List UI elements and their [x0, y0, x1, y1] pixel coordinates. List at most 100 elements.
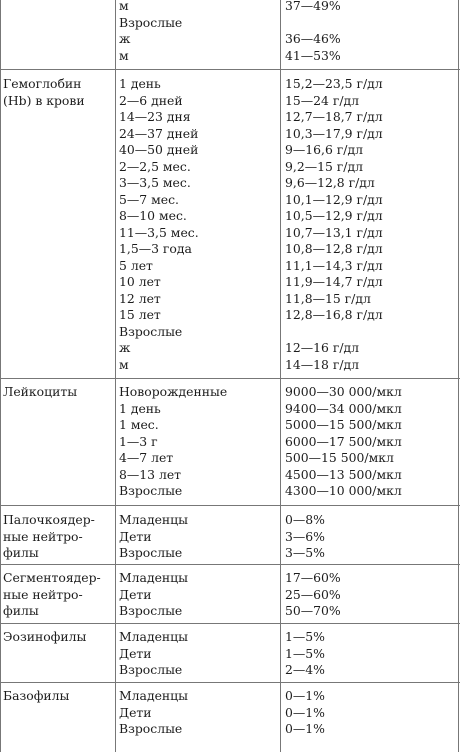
- age-group: 10 лет: [119, 274, 161, 289]
- column-divider: [280, 0, 281, 752]
- age-group: Младенцы: [119, 688, 188, 703]
- reference-value: 0—1%: [285, 721, 325, 736]
- age-group: Взрослые: [119, 721, 183, 736]
- row-divider: [0, 378, 460, 379]
- reference-value: 0—1%: [285, 688, 325, 703]
- age-group: 1 мес.: [119, 417, 159, 432]
- reference-value: 9400—34 000/мкл: [285, 400, 402, 416]
- parameter-name: филы: [3, 545, 39, 560]
- reference-value: 10,8—12,8 г/дл: [285, 241, 383, 256]
- age-group: Младенцы: [119, 512, 188, 527]
- reference-value: 17—60%: [285, 570, 341, 585]
- parameter-name: филы: [3, 603, 39, 618]
- row-divider: [0, 505, 460, 506]
- reference-value: 9,6—12,8 г/дл: [285, 175, 375, 190]
- parameter-name: Палочкоядер-: [3, 512, 95, 527]
- age-group: Взрослые: [119, 14, 183, 30]
- reference-value: 5000—15 500/мкл: [285, 417, 402, 432]
- reference-value: 1—5%: [285, 645, 325, 661]
- age-group: 5 лет: [119, 257, 153, 273]
- age-group: Взрослые: [119, 323, 183, 339]
- reference-value: 12—16 г/дл: [285, 340, 360, 355]
- parameter-name: Гемоглобин: [3, 76, 82, 91]
- age-group: 11—3,5 мес.: [119, 224, 199, 240]
- age-group: Младенцы: [119, 629, 188, 644]
- age-group: Дети: [119, 704, 152, 720]
- reference-value: 0—8%: [285, 512, 325, 527]
- reference-value: 9,2—15 г/дл: [285, 158, 363, 174]
- reference-value: 12,8—16,8 г/дл: [285, 307, 383, 322]
- age-group: м: [119, 47, 129, 63]
- reference-value: 3—5%: [285, 545, 325, 560]
- reference-value: 11,1—14,3 г/дл: [285, 257, 383, 273]
- age-group: 40—50 дней: [119, 142, 199, 157]
- parameter-name: Сегментоядер-: [3, 570, 101, 585]
- age-group: Дети: [119, 586, 152, 602]
- age-group: 15 лет: [119, 307, 161, 322]
- reference-value: 9—16,6 г/дл: [285, 142, 363, 157]
- age-group: 4—7 лет: [119, 450, 174, 465]
- reference-value: 41—53%: [285, 47, 341, 63]
- reference-value: 4300—10 000/мкл: [285, 483, 402, 498]
- row-divider: [0, 623, 460, 624]
- reference-value: 25—60%: [285, 586, 341, 602]
- age-group: 1—3 г: [119, 433, 158, 449]
- age-group: 1,5—3 года: [119, 241, 192, 256]
- column-divider: [458, 0, 459, 752]
- age-group: Взрослые: [119, 662, 183, 677]
- reference-value: 15,2—23,5 г/дл: [285, 76, 383, 91]
- age-group: Новорожденные: [119, 384, 228, 399]
- age-group: м: [119, 356, 129, 372]
- age-group: 1 день: [119, 400, 161, 416]
- age-group: 14—23 дня: [119, 109, 191, 124]
- row-divider: [0, 682, 460, 683]
- reference-value: 1—5%: [285, 629, 325, 644]
- reference-value: 500—15 500/мкл: [285, 450, 394, 465]
- age-group: 8—13 лет: [119, 466, 182, 482]
- age-group: 24—37 дней: [119, 125, 199, 141]
- age-group: 8—10 мес.: [119, 208, 187, 223]
- reference-value: 0—1%: [285, 704, 325, 720]
- age-group: 5—7 мес.: [119, 191, 179, 207]
- reference-value: 10,5—12,9 г/дл: [285, 208, 383, 223]
- parameter-name: Эозинофилы: [3, 629, 87, 644]
- age-group: 12 лет: [119, 290, 161, 306]
- age-group: 2—6 дней: [119, 92, 183, 108]
- age-group: ж: [119, 340, 131, 355]
- reference-value: 10,3—17,9 г/дл: [285, 125, 383, 141]
- reference-value: 10,7—13,1 г/дл: [285, 224, 383, 240]
- age-group: Взрослые: [119, 545, 183, 560]
- age-group: Дети: [119, 645, 152, 661]
- column-divider: [115, 0, 116, 752]
- reference-value: 3—6%: [285, 528, 325, 544]
- reference-value: 14—18 г/дл: [285, 356, 360, 372]
- parameter-name: Лейкоциты: [3, 384, 78, 399]
- reference-value: 50—70%: [285, 603, 341, 618]
- reference-value: 15—24 г/дл: [285, 92, 360, 108]
- age-group: 1 день: [119, 76, 161, 91]
- age-group: ж: [119, 31, 131, 46]
- age-group: м: [119, 0, 129, 13]
- age-group: 3—3,5 мес.: [119, 175, 191, 190]
- age-group: Взрослые: [119, 483, 183, 498]
- reference-value: 12,7—18,7 г/дл: [285, 109, 383, 124]
- parameter-name: ные нейтро-: [3, 586, 83, 602]
- age-group: Младенцы: [119, 570, 188, 585]
- parameter-name: (Hb) в крови: [3, 92, 85, 108]
- parameter-name: Базофилы: [3, 688, 70, 703]
- reference-value: 11,8—15 г/дл: [285, 290, 371, 306]
- reference-value: 37—49%: [285, 0, 341, 13]
- age-group: 2—2,5 мес.: [119, 158, 191, 174]
- column-divider: [0, 0, 1, 752]
- age-group: Дети: [119, 528, 152, 544]
- row-divider: [0, 69, 460, 70]
- reference-value: 4500—13 500/мкл: [285, 466, 402, 482]
- row-divider: [0, 564, 460, 565]
- reference-value: 9000—30 000/мкл: [285, 384, 402, 399]
- parameter-name: ные нейтро-: [3, 528, 83, 544]
- reference-value: 2—4%: [285, 662, 325, 677]
- reference-value: 11,9—14,7 г/дл: [285, 274, 383, 289]
- reference-value: 6000—17 500/мкл: [285, 433, 402, 449]
- reference-value: 10,1—12,9 г/дл: [285, 191, 383, 207]
- age-group: Взрослые: [119, 603, 183, 618]
